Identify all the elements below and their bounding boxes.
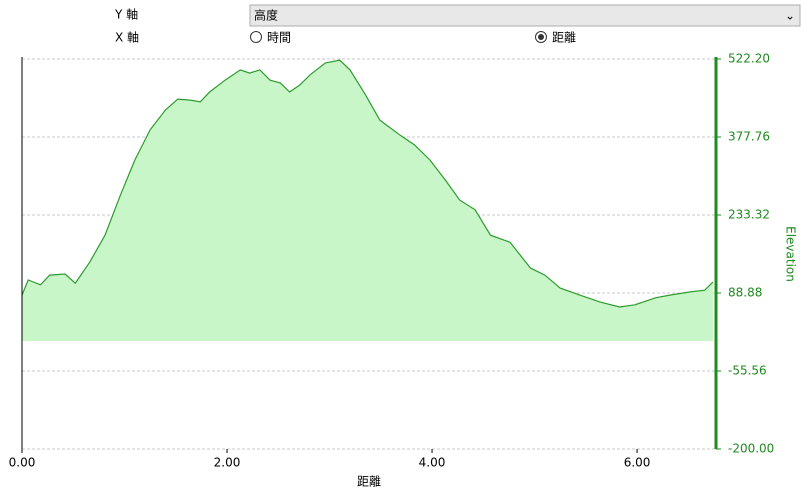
y-axis-title: Elevation <box>784 226 798 282</box>
y-tick-label: 88.88 <box>728 286 762 300</box>
radio-label: 時間 <box>267 31 291 45</box>
x-axis-title: 距離 <box>357 475 381 489</box>
x-tick-label: 6.00 <box>624 456 651 470</box>
y-tick-label: 233.32 <box>728 208 770 222</box>
y-tick-label: -200.00 <box>728 442 774 456</box>
y-tick-label: 522.20 <box>728 52 770 66</box>
radio[interactable] <box>250 31 262 43</box>
line <box>21 59 714 308</box>
x-tick-label: 0.00 <box>9 456 36 470</box>
area <box>22 60 713 341</box>
radio-dot <box>538 34 544 40</box>
radio-label: 距離 <box>552 31 576 45</box>
x-axis-label: X 軸 <box>115 31 139 45</box>
dropdown-arrow: ⌄ <box>785 9 795 23</box>
y-tick-label: -55.56 <box>728 364 767 378</box>
x-tick-label: 4.00 <box>419 456 446 470</box>
y-tick-label: 377.76 <box>728 130 770 144</box>
y-axis-label: Y 軸 <box>114 8 138 22</box>
x-tick-label: 2.00 <box>214 456 241 470</box>
dropdown-value: 高度 <box>254 8 278 23</box>
dropdown[interactable] <box>249 4 801 27</box>
